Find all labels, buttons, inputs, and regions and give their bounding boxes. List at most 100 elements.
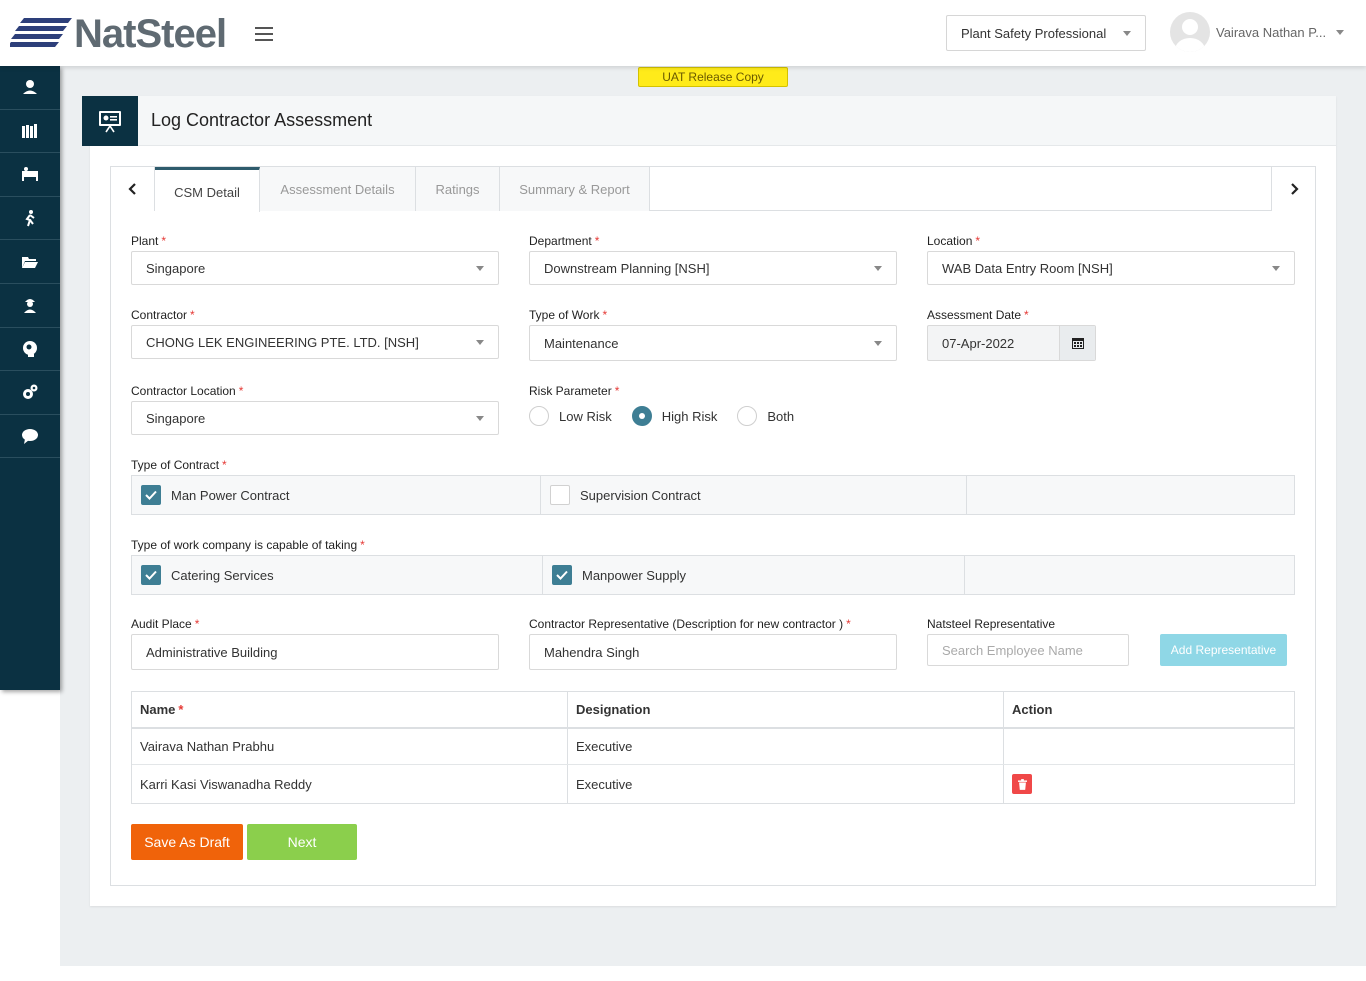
page-title: Log Contractor Assessment — [151, 110, 373, 130]
sidebar-item-documents[interactable] — [0, 240, 60, 284]
catering-services-checkbox[interactable] — [141, 565, 161, 585]
type-of-work-label: Type of Work * — [529, 308, 608, 322]
location-label: Location * — [927, 234, 981, 248]
natsteel-rep-placeholder: Search Employee Name — [942, 642, 1083, 658]
uat-badge: UAT Release Copy — [638, 67, 788, 87]
rep-designation-cell: Executive — [568, 729, 1004, 764]
supervision-contract-checkbox[interactable] — [550, 485, 570, 505]
contractor-rep-label: Contractor Representative (Description f… — [529, 617, 851, 631]
sidebar-item-feedback[interactable] — [0, 415, 60, 459]
risk-high-radio[interactable] — [631, 406, 652, 426]
tab-assessment-details[interactable]: Assessment Details — [260, 167, 416, 211]
folder-open-icon — [22, 256, 38, 268]
department-select-value: Downstream Planning [NSH] — [544, 260, 710, 276]
top-header: NatSteel Plant Safety Professional Vaira… — [0, 0, 1366, 66]
user-menu[interactable]: Vairava Nathan P... — [1170, 12, 1345, 52]
tab-scroll-right-button[interactable] — [1271, 167, 1315, 211]
table-header-row: Name * Designation Action — [132, 692, 1294, 729]
rep-action-cell — [1004, 729, 1294, 764]
chevron-right-icon — [1290, 183, 1299, 195]
table-row: Karri Kasi Viswanadha Reddy Executive — [132, 765, 1294, 803]
sidebar-item-activities[interactable] — [0, 197, 60, 241]
head-gear-icon — [23, 340, 37, 357]
sidebar — [0, 66, 60, 690]
chevron-down-icon — [1336, 29, 1345, 35]
department-select[interactable]: Downstream Planning [NSH] — [529, 251, 897, 285]
user-name: Vairava Nathan P... — [1216, 24, 1327, 40]
role-select-value: Plant Safety Professional — [961, 25, 1107, 41]
chevron-down-icon — [1272, 265, 1280, 271]
catering-services-option[interactable]: Catering Services — [132, 556, 543, 594]
menu-toggle-icon[interactable] — [255, 27, 273, 41]
save-as-draft-button[interactable]: Save As Draft — [131, 824, 243, 860]
add-representative-button[interactable]: Add Representative — [1160, 634, 1287, 666]
worker-icon — [24, 299, 36, 314]
assessment-date-value: 07-Apr-2022 — [942, 335, 1015, 351]
department-label: Department * — [529, 234, 600, 248]
calendar-button[interactable] — [1059, 326, 1095, 360]
assessment-date-label: Assessment Date * — [927, 308, 1029, 322]
chevron-down-icon — [476, 415, 484, 421]
sidebar-item-assessment[interactable] — [0, 328, 60, 372]
check-icon — [556, 570, 568, 580]
man-power-contract-label: Man Power Contract — [171, 487, 290, 503]
gears-icon — [23, 384, 38, 400]
type-of-contract-group: Man Power Contract Supervision Contract — [131, 475, 1295, 515]
bed-icon — [22, 167, 38, 182]
role-select[interactable]: Plant Safety Professional — [946, 15, 1146, 51]
running-person-icon — [25, 210, 35, 227]
sidebar-item-workers[interactable] — [0, 284, 60, 328]
card-header: Log Contractor Assessment — [82, 96, 1336, 146]
brand-name: NatSteel — [74, 12, 227, 56]
chevron-down-icon — [874, 265, 882, 271]
rep-action-cell — [1004, 765, 1294, 803]
manpower-supply-checkbox[interactable] — [552, 565, 572, 585]
risk-parameter-group: Low Risk High Risk Both — [529, 406, 814, 426]
work-capability-label: Type of work company is capable of takin… — [131, 538, 365, 552]
risk-both-label: Both — [767, 408, 795, 424]
tab-summary-report[interactable]: Summary & Report — [500, 167, 650, 211]
rep-name-cell: Karri Kasi Viswanadha Reddy — [132, 765, 568, 803]
contractor-rep-input[interactable]: Mahendra Singh — [529, 634, 897, 670]
sidebar-item-library[interactable] — [0, 110, 60, 154]
representatives-table: Name * Designation Action Vairava Nathan … — [131, 691, 1295, 804]
risk-both-radio[interactable] — [737, 406, 758, 426]
natsteel-logo[interactable]: NatSteel — [10, 12, 227, 56]
risk-high-label: High Risk — [661, 408, 718, 424]
chevron-left-icon — [127, 183, 136, 195]
work-capability-group: Catering Services Manpower Supply — [131, 555, 1295, 595]
plant-select[interactable]: Singapore — [131, 251, 499, 285]
man-power-contract-option[interactable]: Man Power Contract — [132, 476, 541, 514]
designation-column-header: Designation — [568, 692, 1004, 727]
assessment-date-field[interactable]: 07-Apr-2022 — [927, 325, 1096, 361]
manpower-supply-option[interactable]: Manpower Supply — [543, 556, 965, 594]
chevron-down-icon — [1123, 30, 1131, 36]
risk-low-label: Low Risk — [559, 408, 612, 424]
supervision-contract-option[interactable]: Supervision Contract — [541, 476, 967, 514]
tab-scroll-left-button[interactable] — [111, 167, 155, 211]
tab-ratings[interactable]: Ratings — [416, 167, 500, 211]
contractor-location-select-value: Singapore — [146, 410, 206, 426]
sidebar-item-settings[interactable] — [0, 371, 60, 415]
man-power-contract-checkbox[interactable] — [141, 485, 161, 505]
rep-name-cell: Vairava Nathan Prabhu — [132, 729, 568, 764]
tab-csm-detail[interactable]: CSM Detail — [155, 167, 260, 212]
sidebar-item-dashboard[interactable] — [0, 66, 60, 110]
rep-designation-cell: Executive — [568, 765, 1004, 803]
natsteel-rep-search-input[interactable]: Search Employee Name — [927, 634, 1129, 666]
form-panel: CSM Detail Assessment Details Ratings Su… — [110, 166, 1316, 886]
contractor-select[interactable]: CHONG LEK ENGINEERING PTE. LTD. [NSH] — [131, 325, 499, 359]
tab-bar: CSM Detail Assessment Details Ratings Su… — [111, 167, 1315, 212]
natsteel-rep-label: Natsteel Representative — [927, 617, 1056, 631]
chevron-down-icon — [874, 340, 882, 346]
audit-place-input[interactable]: Administrative Building — [131, 634, 499, 670]
next-button[interactable]: Next — [247, 824, 357, 860]
contractor-location-select[interactable]: Singapore — [131, 401, 499, 435]
location-select[interactable]: WAB Data Entry Room [NSH] — [927, 251, 1295, 285]
catering-services-label: Catering Services — [171, 567, 274, 583]
type-of-work-select[interactable]: Maintenance — [529, 325, 897, 361]
sidebar-item-facilities[interactable] — [0, 153, 60, 197]
table-row: Vairava Nathan Prabhu Executive — [132, 729, 1294, 765]
delete-representative-button[interactable] — [1012, 774, 1032, 794]
risk-low-radio[interactable] — [529, 406, 549, 426]
